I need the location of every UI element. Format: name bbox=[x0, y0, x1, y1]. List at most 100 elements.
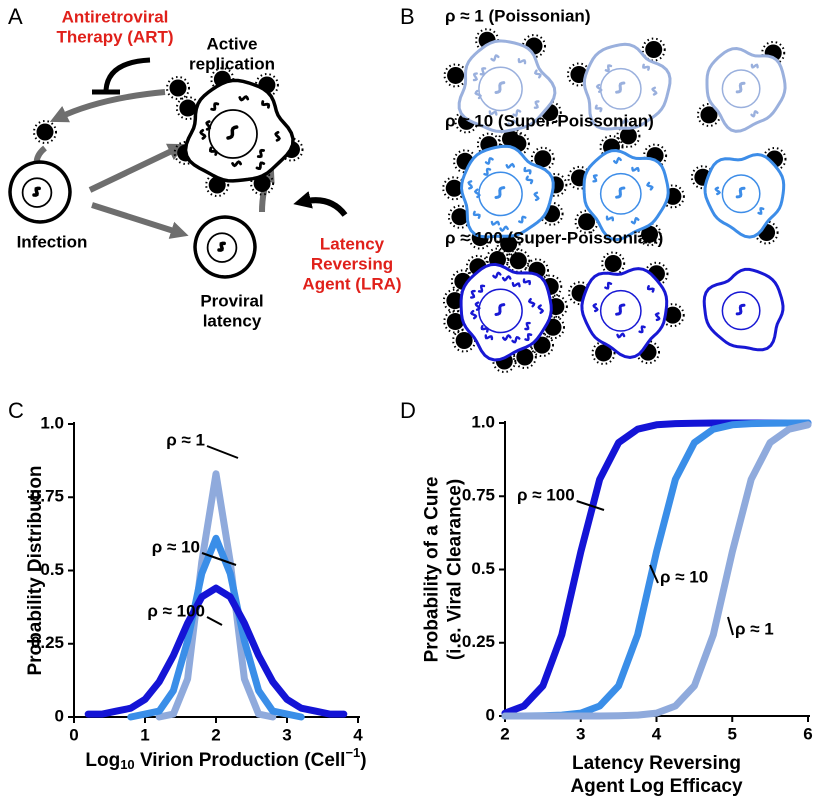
y-tick-label: 0.75 bbox=[462, 486, 495, 505]
virion bbox=[446, 313, 464, 331]
rna bbox=[537, 304, 545, 314]
x-axis-title-part: 10 bbox=[120, 757, 134, 772]
virion-spikes bbox=[540, 315, 565, 340]
rna bbox=[735, 81, 746, 94]
rna bbox=[524, 321, 531, 331]
series-label: ρ ≈ 100 bbox=[147, 601, 205, 620]
panel-letter: D bbox=[400, 398, 416, 423]
virion-spikes bbox=[762, 147, 787, 172]
leader bbox=[727, 616, 734, 636]
rna bbox=[595, 83, 603, 93]
row-label: ρ ≈ 10 (Super-Poissonian) bbox=[445, 111, 654, 130]
rna bbox=[477, 284, 486, 293]
y-tick-label: 0.75 bbox=[31, 487, 64, 506]
rna bbox=[501, 275, 512, 282]
series-line bbox=[155, 470, 277, 721]
virion-spikes bbox=[524, 258, 549, 283]
x-tick-label: 3 bbox=[576, 724, 585, 743]
series-line bbox=[127, 534, 305, 721]
virion bbox=[179, 99, 197, 117]
virion-spikes bbox=[599, 134, 624, 159]
virion bbox=[169, 79, 187, 97]
rna bbox=[472, 72, 479, 82]
x-axis-title-part: ) bbox=[360, 750, 366, 771]
panel-letter: A bbox=[8, 4, 23, 29]
art-label: Antiretroviral bbox=[62, 7, 169, 26]
virion bbox=[533, 336, 551, 354]
rna bbox=[511, 335, 521, 344]
rna bbox=[480, 325, 489, 333]
nucleus bbox=[478, 66, 523, 112]
virion-spikes bbox=[754, 220, 779, 245]
virion-spikes bbox=[660, 184, 685, 209]
rna bbox=[505, 162, 515, 169]
rna bbox=[484, 157, 494, 165]
cell-membrane bbox=[193, 215, 257, 279]
rna bbox=[499, 225, 509, 233]
cell-membrane bbox=[582, 42, 672, 131]
virion-spikes bbox=[530, 146, 555, 171]
rna bbox=[757, 207, 765, 215]
row-label: ρ ≈ 1 (Poissonian) bbox=[445, 6, 590, 25]
nucleus bbox=[721, 174, 761, 214]
arrow bbox=[88, 143, 187, 193]
rna bbox=[226, 125, 239, 140]
virion-spikes bbox=[254, 73, 279, 98]
y-tick-label: 0.25 bbox=[31, 633, 64, 652]
panel-letter: C bbox=[8, 398, 24, 423]
x-tick-label: 3 bbox=[282, 725, 291, 744]
x-axis-title: Latency Reversing bbox=[572, 753, 741, 774]
virion bbox=[570, 65, 588, 83]
virion bbox=[645, 41, 663, 59]
art-label: Therapy (ART) bbox=[56, 27, 173, 46]
series-label: ρ ≈ 1 bbox=[735, 619, 774, 638]
rna bbox=[231, 160, 242, 168]
virion-spikes bbox=[492, 348, 517, 373]
rna bbox=[479, 67, 487, 76]
virion-spikes bbox=[205, 172, 230, 197]
virion-spikes bbox=[641, 37, 666, 62]
rna bbox=[750, 63, 759, 69]
rna bbox=[651, 86, 658, 96]
virion-spikes bbox=[643, 143, 668, 168]
rna bbox=[256, 148, 265, 159]
rna bbox=[217, 241, 226, 252]
x-tick-label: 4 bbox=[353, 725, 363, 744]
virion-spikes bbox=[250, 171, 275, 196]
virion-spikes bbox=[530, 333, 555, 358]
virion-spikes bbox=[636, 340, 661, 365]
leader bbox=[576, 500, 605, 511]
rna bbox=[467, 180, 474, 190]
cell-membrane bbox=[702, 267, 785, 352]
rna bbox=[630, 216, 640, 225]
virion bbox=[534, 150, 552, 168]
rna bbox=[604, 281, 613, 290]
virion bbox=[36, 123, 54, 141]
rna bbox=[518, 215, 527, 224]
leader bbox=[206, 445, 239, 459]
virion bbox=[516, 348, 534, 366]
rna bbox=[523, 166, 532, 175]
y-axis-title: Probability of a Cure bbox=[422, 477, 443, 663]
series-label: ρ ≈ 10 bbox=[660, 567, 708, 586]
y-tick-label: 0.5 bbox=[471, 559, 495, 578]
virion-spikes bbox=[33, 120, 57, 144]
virion bbox=[578, 213, 596, 231]
cell-membrane bbox=[8, 160, 72, 224]
y-tick-label: 1.0 bbox=[40, 413, 64, 432]
virion bbox=[664, 306, 682, 324]
rna bbox=[474, 301, 481, 311]
virion bbox=[451, 208, 469, 226]
virion-spikes bbox=[660, 303, 685, 328]
inhibition bbox=[103, 57, 151, 91]
rna bbox=[473, 188, 481, 199]
y-tick-label: 0.5 bbox=[40, 560, 64, 579]
virion bbox=[500, 235, 518, 253]
x-axis-title-part: Log bbox=[85, 750, 120, 771]
y-axis-title: Probability Distribution bbox=[25, 465, 46, 675]
virion-spikes bbox=[637, 222, 662, 247]
virion bbox=[455, 332, 473, 350]
rna bbox=[208, 146, 218, 156]
rna bbox=[642, 63, 651, 71]
